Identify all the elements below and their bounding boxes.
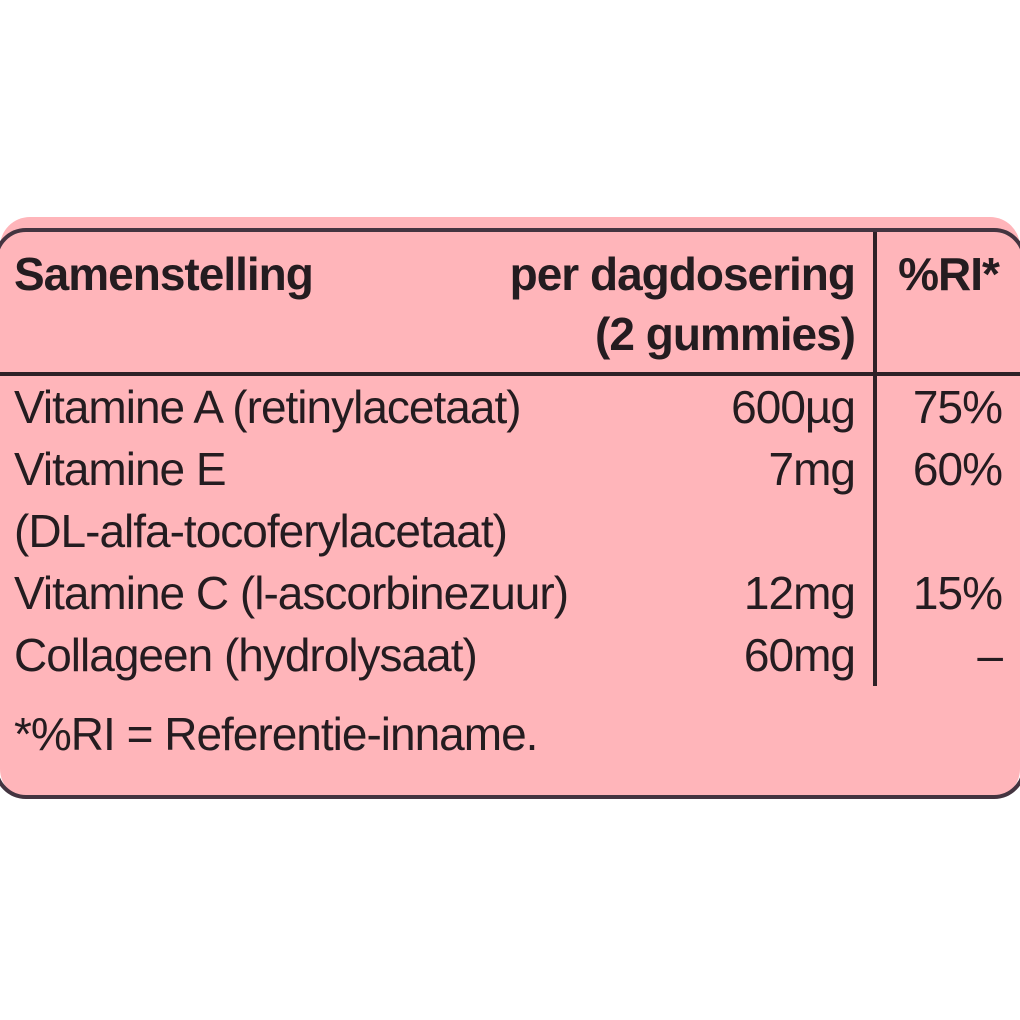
ingredient-name: Collageen (hydrolysaat) — [14, 629, 478, 681]
ingredient-ri: 60% — [912, 443, 1003, 495]
table-row: (DL-alfa-tocoferylacetaat) — [0, 500, 1020, 562]
table-row: Vitamine C (l-ascorbinezuur) 12mg 15% — [0, 562, 1020, 624]
table-row: Vitamine E 7mg 60% — [0, 438, 1020, 500]
ingredient-name: Vitamine A (retinylacetaat) — [14, 381, 522, 433]
ingredient-ri: 75% — [912, 381, 1003, 433]
composition-table: Samenstelling per dagdosering (2 gummies… — [0, 232, 1020, 686]
dose-header-label: per dagdosering (2 gummies) — [509, 248, 856, 360]
table-row: Vitamine A (retinylacetaat) 600µg 75% — [0, 376, 1020, 438]
ingredient-ri — [877, 500, 1020, 562]
ri-header-label: %RI* — [898, 248, 1000, 300]
column-divider-line — [873, 232, 877, 686]
ingredient-ri: – — [977, 629, 1003, 681]
ingredient-amount: 600µg — [731, 381, 856, 433]
card-content: Samenstelling per dagdosering (2 gummies… — [0, 232, 1020, 764]
supplement-facts-card: Samenstelling per dagdosering (2 gummies… — [0, 217, 1020, 799]
ingredient-amount: 12mg — [743, 567, 856, 619]
ri-footnote: *%RI = Referentie-inname. — [14, 708, 538, 760]
table-header-row: Samenstelling per dagdosering (2 gummies… — [0, 232, 1020, 376]
ingredient-ri: 15% — [912, 567, 1003, 619]
ingredient-amount: 7mg — [768, 443, 856, 495]
ingredient-amount: 60mg — [743, 629, 856, 681]
ingredient-name: Vitamine E — [14, 443, 227, 495]
composition-header-label: Samenstelling — [14, 248, 314, 300]
table-row: Collageen (hydrolysaat) 60mg – — [0, 624, 1020, 686]
ingredient-name-continued: (DL-alfa-tocoferylacetaat) — [14, 505, 508, 557]
ingredient-name: Vitamine C (l-ascorbinezuur) — [14, 567, 569, 619]
